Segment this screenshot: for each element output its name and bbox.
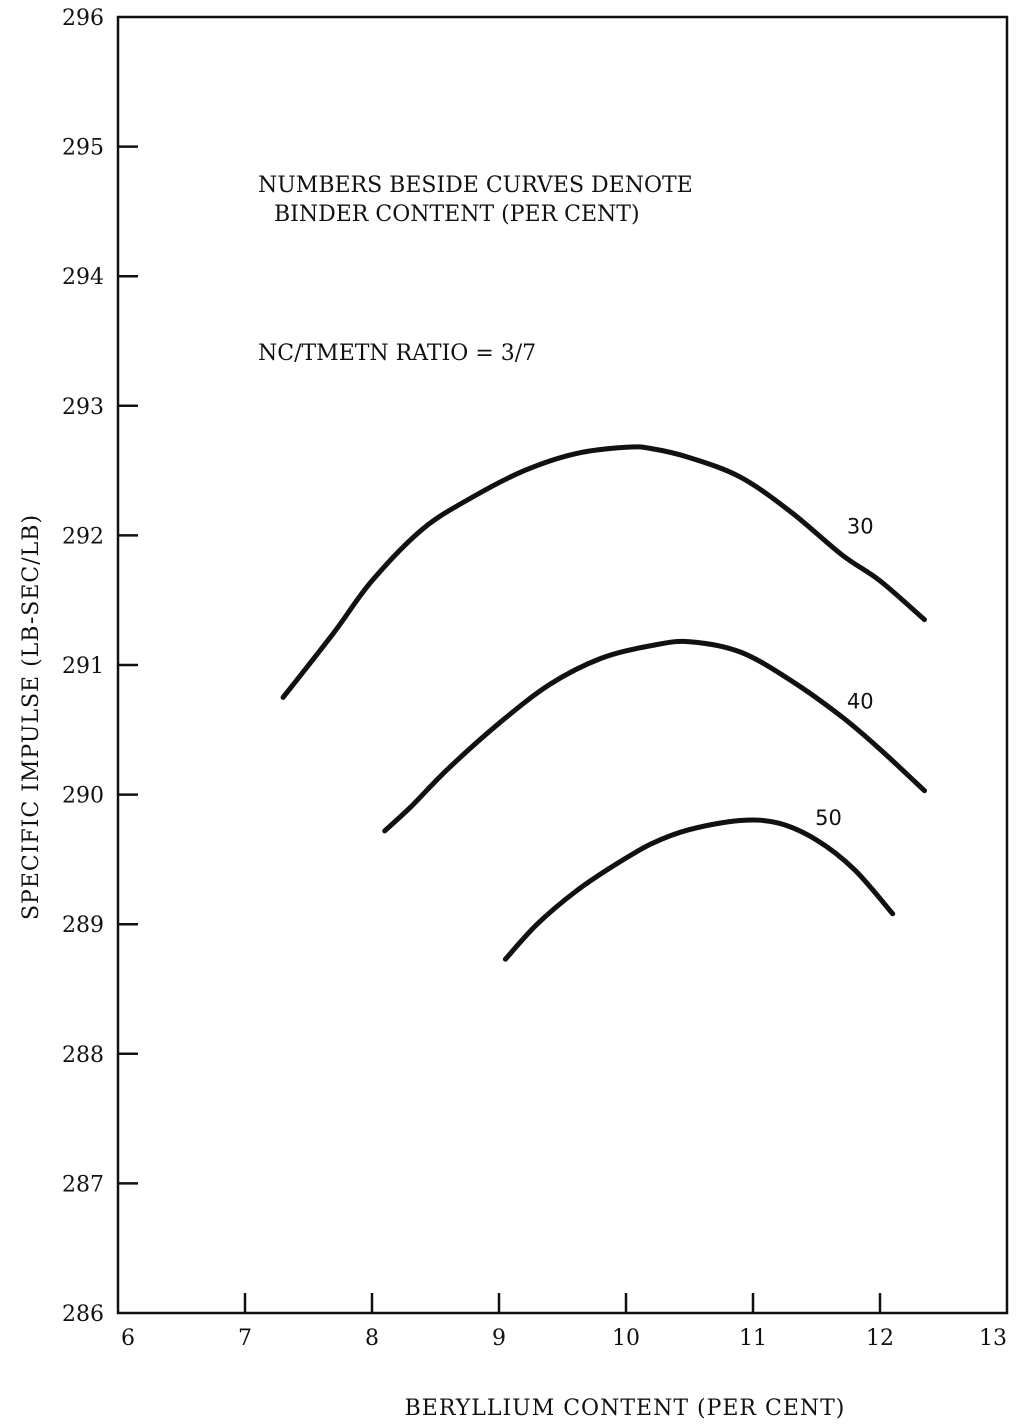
y-tick-label: 287	[62, 1172, 104, 1197]
y-tick-label: 293	[62, 395, 104, 420]
x-tick-label: 9	[492, 1326, 506, 1351]
x-tick-label: 13	[979, 1326, 1007, 1351]
y-tick-label: 288	[62, 1043, 104, 1068]
annotation-ratio: NC/TMETN RATIO = 3/7	[258, 341, 536, 366]
x-tick-label: 10	[612, 1326, 640, 1351]
y-tick-label: 295	[62, 136, 104, 161]
x-tick-label: 11	[739, 1326, 767, 1351]
y-axis: 286 287 288 289 290 291 292 293 294 295 296	[62, 6, 138, 1327]
y-tick-label: 296	[62, 6, 104, 31]
series-line-40	[382, 638, 927, 834]
series-group: 30 40 50	[280, 444, 927, 962]
series-label-30: 30	[847, 514, 874, 538]
y-axis-title: SPECIFIC IMPULSE (LB-SEC/LB)	[19, 514, 44, 920]
y-tick-label: 290	[62, 784, 104, 809]
x-axis-title: BERYLLIUM CONTENT (PER CENT)	[405, 1396, 846, 1421]
y-tick-label: 292	[62, 524, 104, 549]
x-tick-label: 12	[866, 1326, 894, 1351]
x-tick-label: 8	[365, 1326, 379, 1351]
x-tick-label: 7	[238, 1326, 252, 1351]
annotation-line-2: BINDER CONTENT (PER CENT)	[274, 202, 640, 227]
series-label-50: 50	[815, 806, 842, 830]
x-tick-label: 6	[121, 1326, 135, 1351]
y-tick-label: 289	[62, 913, 104, 938]
y-tick-label: 294	[62, 265, 104, 290]
y-tick-label: 286	[62, 1302, 104, 1327]
annotation-line-1: NUMBERS BESIDE CURVES DENOTE	[258, 173, 693, 198]
series-line-50	[502, 817, 896, 962]
x-axis: 6 7 8 9 10 11 12 13	[121, 1293, 1007, 1351]
y-tick-label: 291	[62, 654, 104, 679]
series-label-40: 40	[847, 689, 874, 713]
series-line-30	[280, 444, 927, 700]
